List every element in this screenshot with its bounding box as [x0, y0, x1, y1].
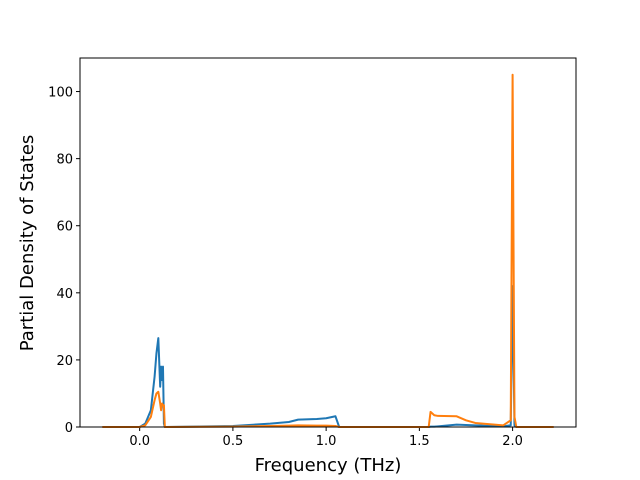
x-tick-label: 2.0 — [502, 434, 523, 449]
x-axis-label: Frequency (THz) — [255, 455, 402, 476]
y-tick-label: 100 — [48, 86, 73, 101]
y-tick-label: 0 — [65, 421, 73, 436]
x-tick-label: 0.0 — [129, 434, 150, 449]
y-tick-label: 60 — [56, 220, 73, 235]
y-tick-label: 20 — [56, 354, 73, 369]
x-tick-label: 1.0 — [316, 434, 337, 449]
plot-frame — [79, 57, 577, 428]
x-tick-label: 1.5 — [409, 434, 430, 449]
y-tick-label: 40 — [56, 287, 73, 302]
y-axis-label: Partial Density of States — [17, 135, 38, 352]
data-line — [102, 285, 554, 428]
y-tick-label: 80 — [56, 153, 73, 168]
x-tick-label: 0.5 — [223, 434, 244, 449]
data-line — [102, 73, 554, 428]
